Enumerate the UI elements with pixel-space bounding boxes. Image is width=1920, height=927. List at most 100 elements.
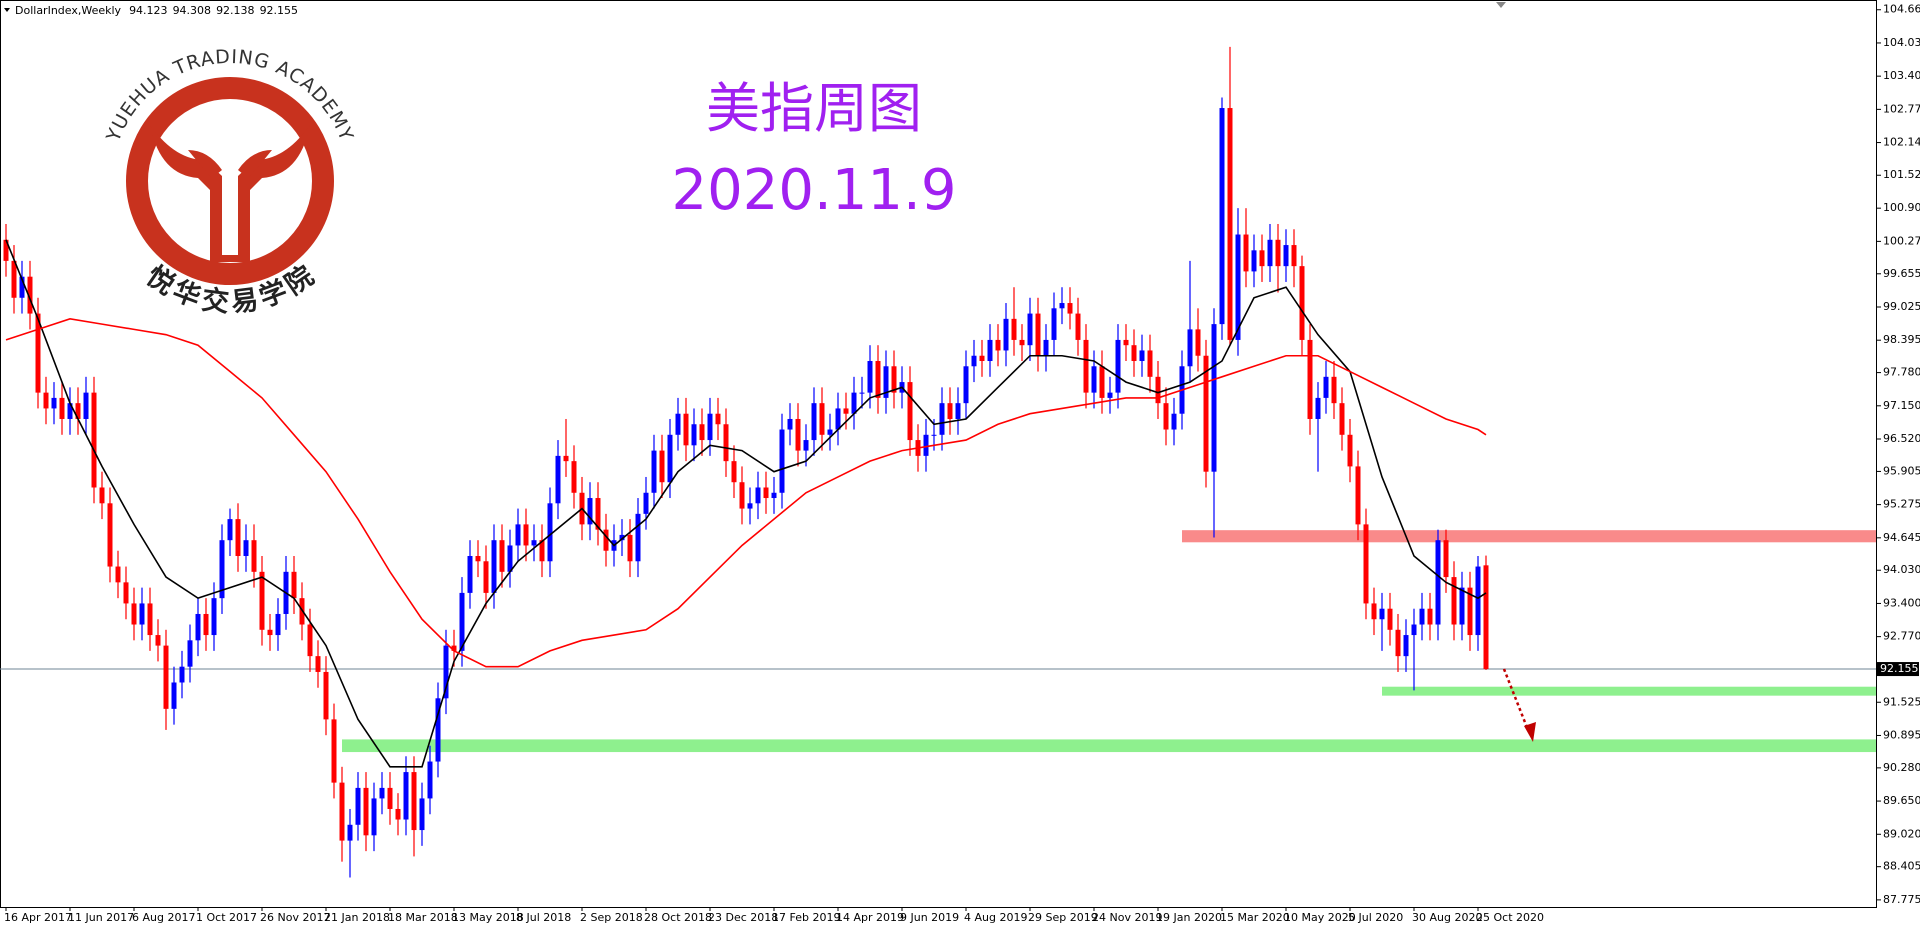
candle-body	[19, 276, 25, 298]
candle-body	[1451, 577, 1457, 625]
candle-body	[1003, 318, 1009, 351]
y-tick-label: 95.905	[1883, 464, 1920, 477]
y-tick-label: 104.035	[1883, 36, 1920, 49]
logo: YUEHUA TRADING ACADEMY 悦华交易学院	[102, 46, 356, 319]
header-arrow[interactable]	[4, 8, 10, 12]
candle-body	[587, 498, 593, 525]
candle-body	[1459, 587, 1465, 625]
candle-body	[1267, 239, 1273, 267]
candle-body	[267, 629, 273, 636]
candle-body	[99, 487, 105, 504]
candle-body	[1339, 403, 1345, 435]
candle-body	[755, 487, 761, 504]
candle-body	[1091, 366, 1097, 393]
candle-body	[123, 582, 129, 604]
candle-body	[979, 355, 985, 362]
candle-body	[939, 403, 945, 435]
candle-body	[1067, 303, 1073, 314]
candle-body	[323, 671, 329, 720]
x-tick-label: 16 Apr 2017	[4, 911, 72, 924]
logo-mark	[150, 125, 310, 262]
candle-body	[1211, 324, 1217, 472]
candle-body	[555, 455, 561, 504]
candle-body	[1187, 329, 1193, 367]
y-tick-label: 92.770	[1883, 630, 1920, 643]
candle-body	[1307, 339, 1313, 419]
candle-body	[923, 434, 929, 456]
candle-body	[1283, 245, 1289, 267]
logo-ring	[126, 77, 334, 285]
candle-body	[291, 571, 297, 599]
candle-body	[1411, 624, 1417, 636]
candle-body	[843, 408, 849, 414]
candle-body	[1275, 239, 1281, 267]
y-tick-label: 90.895	[1883, 728, 1920, 741]
y-tick-label: 99.025	[1883, 300, 1920, 313]
candle-body	[443, 645, 449, 699]
candle-body	[595, 498, 601, 530]
candle-body	[459, 592, 465, 651]
candle-body	[947, 403, 953, 419]
x-tick-label: 19 Jan 2020	[1156, 911, 1222, 924]
forecast-arrow	[1502, 668, 1536, 742]
candle-body	[1227, 108, 1233, 340]
x-tick-label: 5 Jul 2020	[1348, 911, 1403, 924]
candle-body	[347, 824, 353, 841]
y-tick-label: 96.520	[1883, 432, 1920, 445]
x-tick-label: 30 Aug 2020	[1412, 911, 1482, 924]
candle-body	[971, 355, 977, 367]
candle-body	[563, 455, 569, 462]
x-tick-label: 14 Apr 2019	[836, 911, 904, 924]
candle-body	[1315, 397, 1321, 419]
y-tick-label: 87.775	[1883, 893, 1920, 906]
x-tick-label: 10 May 2020	[1284, 911, 1356, 924]
candle-body	[1027, 313, 1033, 346]
candle-body	[715, 413, 721, 425]
candle-body	[1219, 108, 1225, 325]
y-tick-label: 98.395	[1883, 333, 1920, 346]
candle-body	[659, 450, 665, 483]
candle-body	[251, 540, 257, 572]
candle-body	[547, 503, 553, 562]
candle-body	[531, 540, 537, 546]
candle-body	[91, 392, 97, 488]
candle-body	[795, 418, 801, 451]
candle-body	[51, 397, 57, 409]
candle-body	[1475, 566, 1481, 636]
candle-body	[627, 534, 633, 562]
y-tick-label: 97.150	[1883, 399, 1920, 412]
candle-body	[307, 624, 313, 657]
candle-body	[83, 392, 89, 419]
candle-body	[27, 276, 33, 314]
candle-body	[1203, 355, 1209, 472]
candle-body	[891, 366, 897, 393]
candle-body	[1355, 466, 1361, 525]
candle-body	[1115, 339, 1121, 393]
candle-body	[907, 382, 913, 441]
candle-body	[739, 482, 745, 509]
candle-body	[883, 366, 889, 398]
candle-body	[1363, 524, 1369, 604]
candle-body	[115, 566, 121, 583]
x-tick-label: 25 Oct 2020	[1476, 911, 1544, 924]
price-label-box	[1877, 662, 1919, 677]
candle-body	[491, 540, 497, 593]
candle-body	[931, 434, 937, 436]
y-tick-label: 94.030	[1883, 563, 1920, 576]
x-tick-label: 6 Aug 2017	[132, 911, 195, 924]
y-tick-label: 93.400	[1883, 596, 1920, 609]
candle-body	[1107, 392, 1113, 398]
candle-body	[987, 339, 993, 362]
candle-body	[203, 613, 209, 636]
y-tick-label: 97.780	[1883, 366, 1920, 379]
candle-body	[1011, 318, 1017, 340]
candle-body	[3, 239, 9, 261]
y-tick-label: 88.405	[1883, 860, 1920, 873]
candle-body	[1387, 608, 1393, 630]
zone	[1382, 686, 1876, 696]
x-tick-label: 23 Dec 2018	[708, 911, 778, 924]
candle-body	[811, 403, 817, 441]
candle-body	[507, 545, 513, 572]
candle-body	[1155, 376, 1161, 404]
candle-body	[675, 413, 681, 435]
